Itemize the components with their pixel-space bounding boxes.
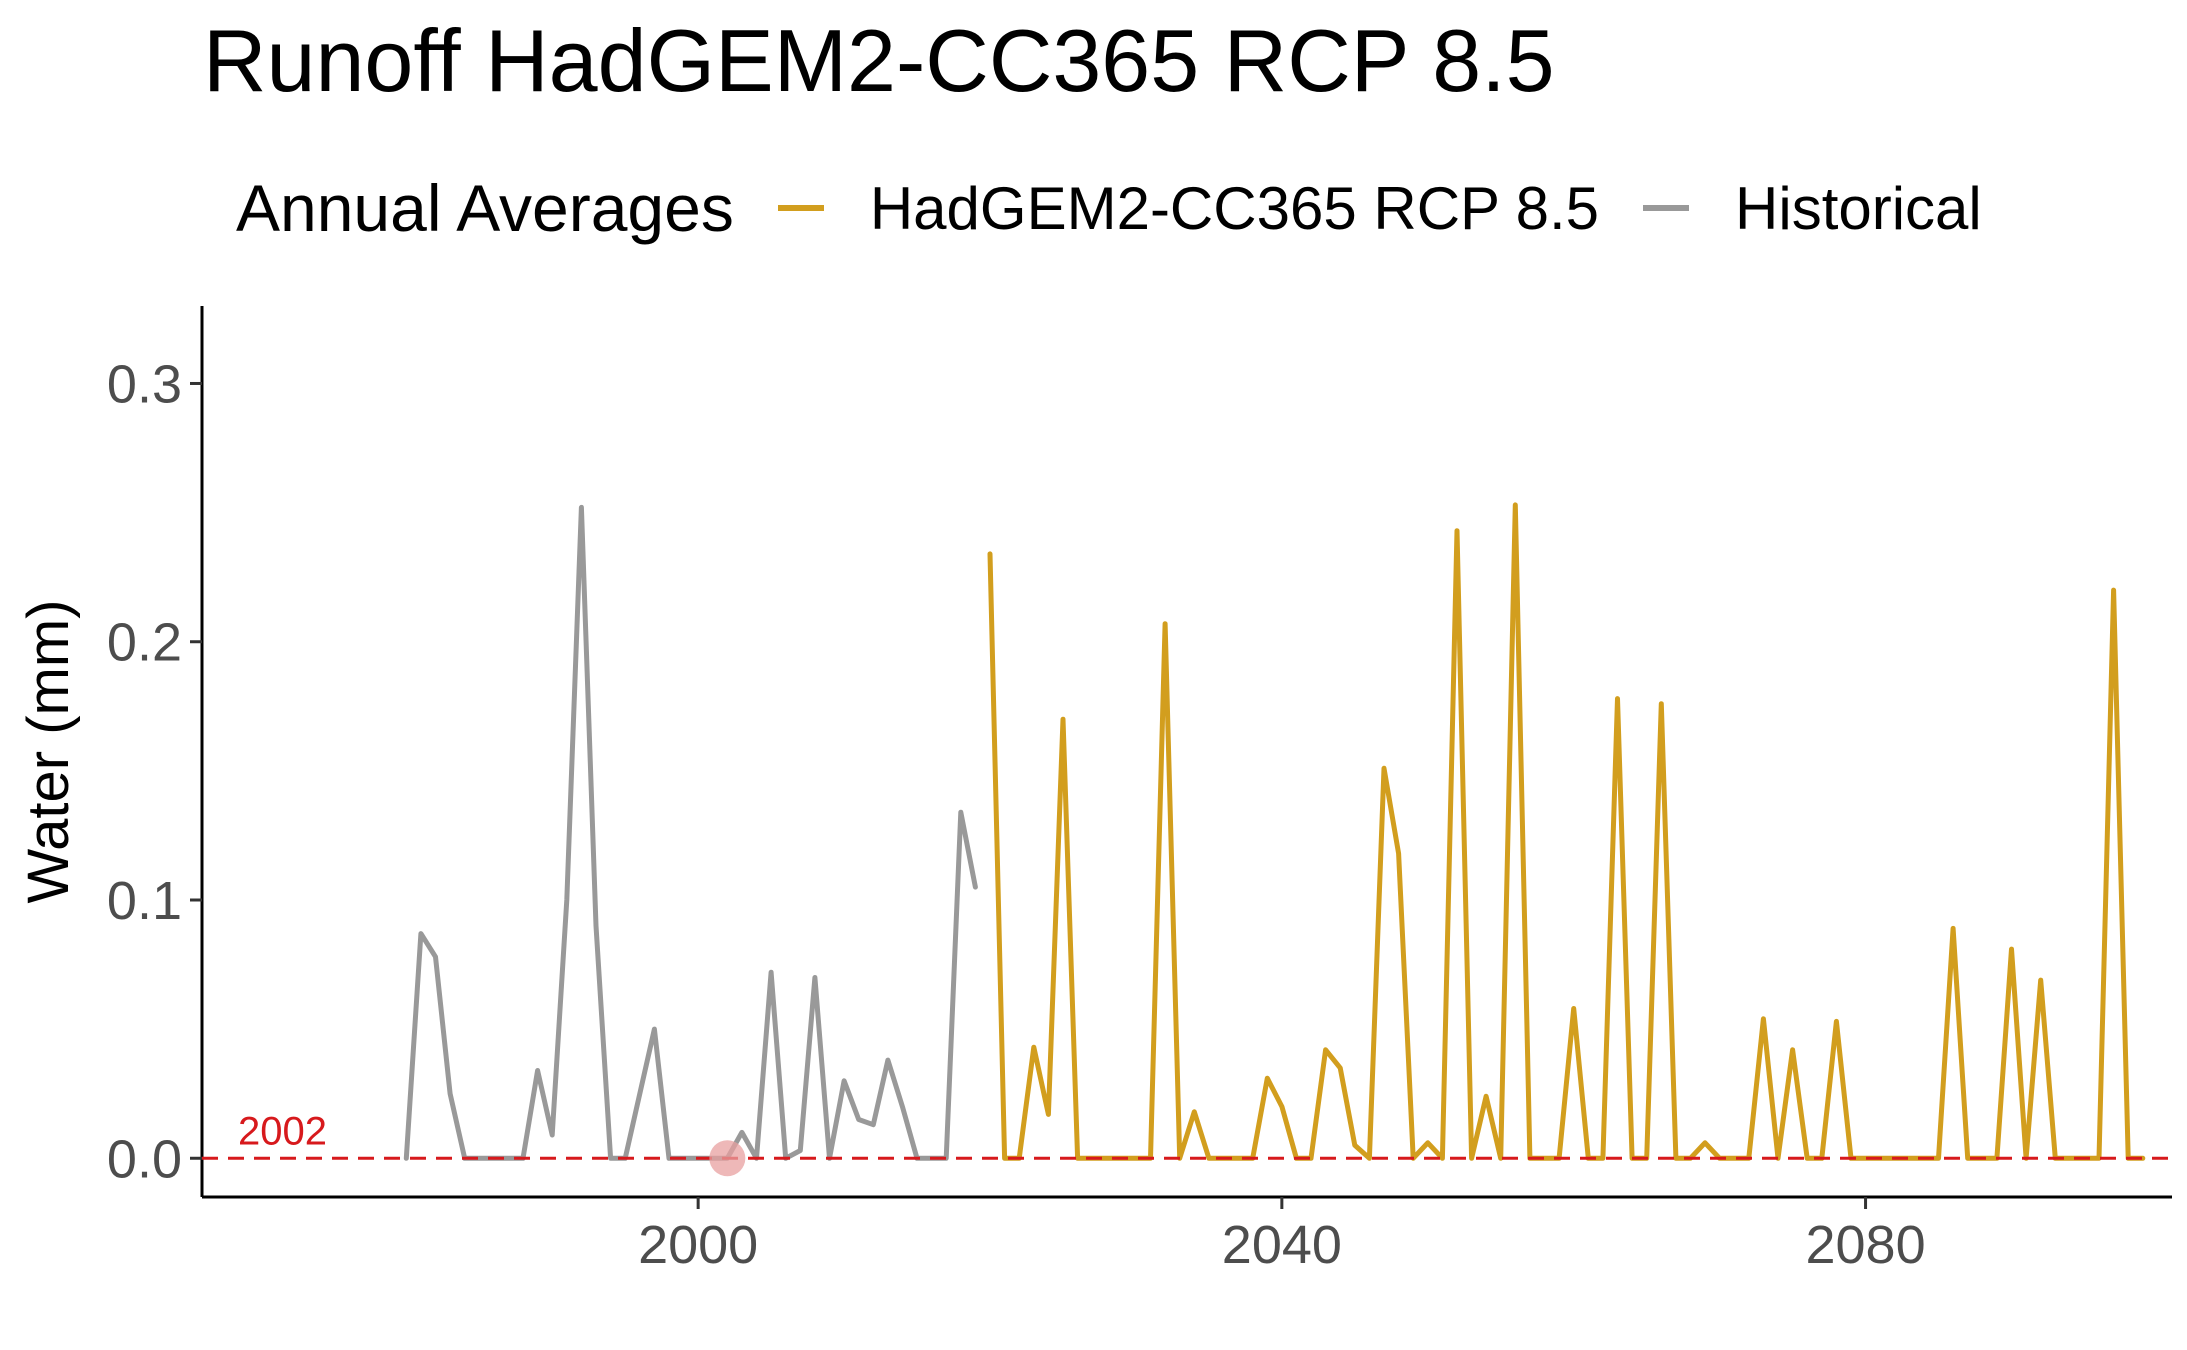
legend-label-historical: Historical: [1735, 174, 1982, 242]
reference-line-label: 2002: [238, 1109, 327, 1153]
legend-label-rcp85: HadGEM2-CC365 RCP 8.5: [869, 174, 1600, 242]
legend-title: Annual Averages: [236, 171, 734, 245]
series-line-rcp85: [987, 502, 2146, 1161]
series-line-historical: [403, 504, 978, 1161]
x-tick-label: 2040: [1222, 1215, 1342, 1275]
y-tick-label: 0.1: [107, 871, 182, 931]
legend-swatch-historical: [1643, 205, 1690, 211]
highlight-point: [709, 1140, 746, 1177]
chart-title: Runoff HadGEM2-CC365 RCP 8.5: [203, 11, 1555, 110]
y-axis-label: Water (mm): [16, 600, 81, 904]
x-tick-label: 2000: [638, 1215, 758, 1275]
legend-item-rcp85: HadGEM2-CC365 RCP 8.5: [777, 174, 1600, 243]
y-tick-label: 0.0: [107, 1129, 182, 1189]
y-tick-label: 0.2: [107, 613, 182, 673]
legend-swatch-rcp85: [777, 205, 824, 211]
legend: Annual Averages HadGEM2-CC365 RCP 8.5 Hi…: [236, 168, 2026, 248]
legend-item-historical: Historical: [1643, 174, 1982, 243]
y-tick-label: 0.3: [107, 354, 182, 414]
x-tick-label: 2080: [1805, 1215, 1925, 1275]
